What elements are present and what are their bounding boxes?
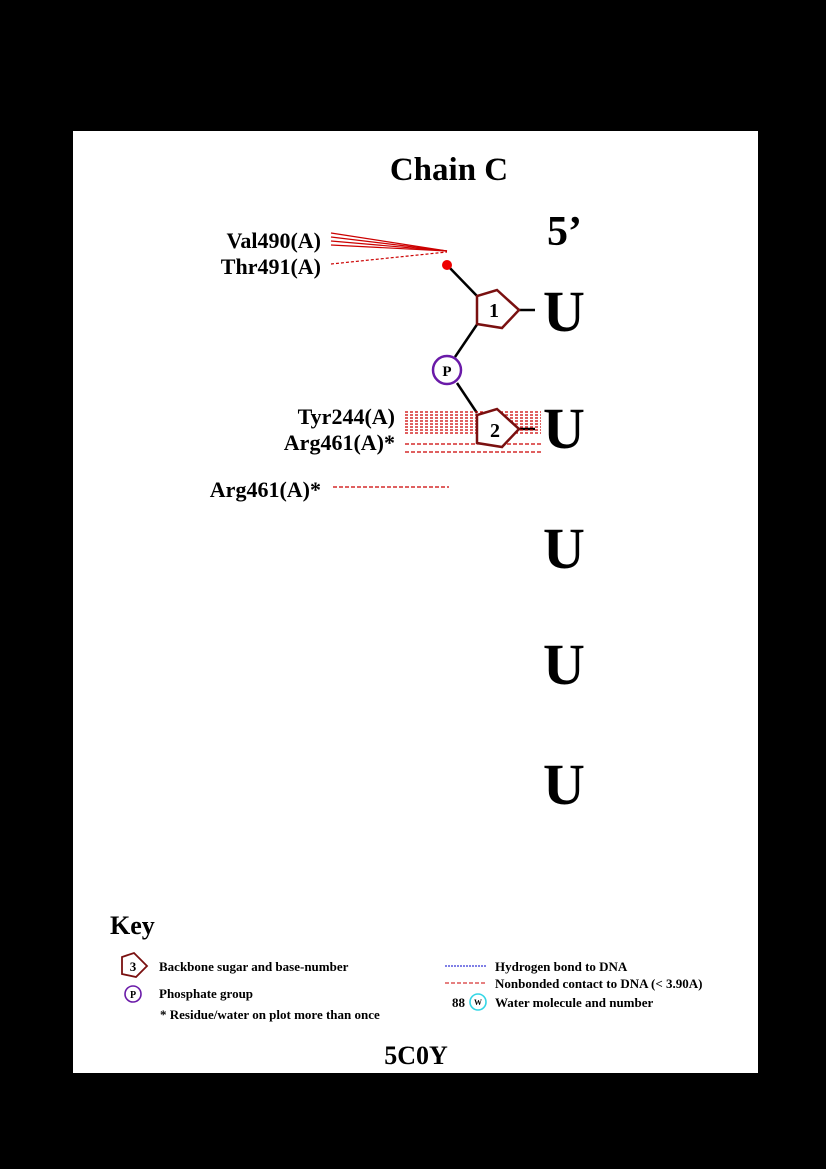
label-thr491: Thr491(A) bbox=[221, 254, 321, 279]
sugar-number-1: 1 bbox=[489, 300, 499, 322]
contact-line bbox=[330, 236, 448, 252]
phosphate-label: P bbox=[442, 364, 451, 380]
contact-tyr244 bbox=[405, 411, 541, 434]
key-water-symbol: W bbox=[474, 998, 482, 1007]
contact-line bbox=[330, 232, 448, 252]
label-arg461-a: Arg461(A)* bbox=[284, 430, 395, 455]
phosphate-circle bbox=[431, 354, 463, 386]
base-letter-3: U bbox=[543, 516, 585, 581]
sugar-residue-1: 1 bbox=[475, 288, 521, 330]
contact-line bbox=[330, 240, 448, 252]
sugar-pentagon-2 bbox=[475, 407, 521, 449]
base-column: U U U U U bbox=[543, 279, 585, 817]
key-phosphate-symbol: P bbox=[130, 990, 136, 1001]
bond-o5-sugar1 bbox=[446, 264, 478, 297]
base-letter-4: U bbox=[543, 632, 585, 697]
backbone bbox=[446, 264, 535, 431]
sugar-pentagon-1 bbox=[475, 288, 521, 330]
base-letter-2: U bbox=[543, 396, 585, 461]
base-letter-1: U bbox=[543, 279, 585, 344]
five-prime-label: 5’ bbox=[547, 209, 582, 255]
key-repeat-text: * Residue/water on plot more than once bbox=[160, 1007, 380, 1022]
key-sugar-text: Backbone sugar and base-number bbox=[159, 959, 349, 974]
label-arg461-b: Arg461(A)* bbox=[210, 477, 321, 502]
label-val490: Val490(A) bbox=[226, 228, 321, 253]
contact-thr491 bbox=[330, 251, 448, 265]
key-phosphate-icon bbox=[124, 985, 142, 1003]
key-hbond-text: Hydrogen bond to DNA bbox=[495, 959, 628, 974]
base-letter-5: U bbox=[543, 752, 585, 817]
bond-sugar1-phosphate bbox=[453, 322, 480, 358]
key-sugar-number: 3 bbox=[130, 959, 137, 974]
key-sugar-icon bbox=[121, 951, 149, 978]
key-phosphate-text: Phosphate group bbox=[159, 986, 253, 1001]
diagram-canvas: Chain C 5’ U U U U U 1 P bbox=[73, 131, 758, 1073]
key-heading: Key bbox=[110, 911, 155, 940]
label-tyr244: Tyr244(A) bbox=[298, 404, 395, 429]
sugar-residue-2: 2 bbox=[475, 407, 521, 449]
contact-diagram: Chain C 5’ U U U U U 1 P bbox=[110, 152, 702, 1070]
key-water-number: 88 bbox=[452, 995, 466, 1010]
key-nonbond-text: Nonbonded contact to DNA (< 3.90A) bbox=[495, 976, 702, 991]
contact-val490 bbox=[330, 232, 448, 252]
bond-phosphate-sugar2 bbox=[455, 382, 479, 414]
pdb-id: 5C0Y bbox=[384, 1041, 448, 1070]
sugar-number-2: 2 bbox=[490, 420, 500, 442]
terminal-oxygen-atom bbox=[442, 260, 452, 270]
contact-arg461-a bbox=[405, 443, 541, 453]
chain-title: Chain C bbox=[390, 152, 508, 188]
key-water-text: Water molecule and number bbox=[495, 995, 654, 1010]
contact-line bbox=[330, 244, 448, 252]
key-water-icon bbox=[469, 993, 487, 1011]
key-legend: Key 3 Backbone sugar and base-number P P… bbox=[110, 911, 702, 1022]
phosphate-group: P bbox=[431, 354, 463, 386]
